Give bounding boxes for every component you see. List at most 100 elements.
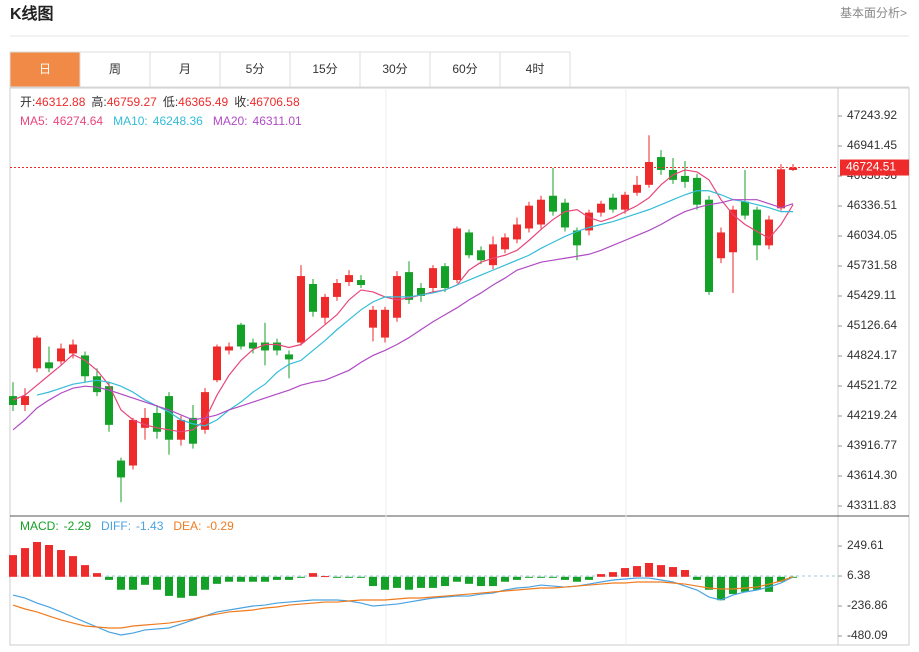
macd-bar xyxy=(45,544,53,577)
candle-body xyxy=(573,230,581,246)
macd-bar xyxy=(237,576,245,582)
candle-body xyxy=(645,162,653,185)
legend-text: DIFF: xyxy=(101,519,131,533)
macd-bar xyxy=(489,576,497,587)
legend-text: 46759.27 xyxy=(107,95,157,109)
candle-body xyxy=(177,419,185,440)
y-tick-label: 43916.77 xyxy=(847,438,897,452)
tab-label[interactable]: 60分 xyxy=(452,62,477,76)
macd-bar xyxy=(549,576,557,578)
macd-bar xyxy=(537,576,545,578)
macd-bar xyxy=(33,542,41,577)
candle-body xyxy=(201,392,209,430)
legend-text: 46248.36 xyxy=(153,114,203,128)
tab[interactable] xyxy=(359,51,431,88)
legend-text: 46311.01 xyxy=(253,114,302,128)
candle-body xyxy=(441,266,449,288)
legend-text: -1.43 xyxy=(136,519,164,533)
candle-body xyxy=(57,348,65,362)
tab-label[interactable]: 5分 xyxy=(246,62,265,76)
tab[interactable] xyxy=(219,51,291,88)
tab-label[interactable]: 月 xyxy=(179,62,191,76)
macd-bar xyxy=(477,576,485,587)
candle-body xyxy=(609,197,617,210)
candle-body xyxy=(249,342,257,349)
candle-body xyxy=(345,275,353,283)
macd-bar xyxy=(249,576,257,582)
macd-bar xyxy=(201,576,209,590)
fundamental-link[interactable]: 基本面分析> xyxy=(840,6,907,20)
ohlc-info: 开:46312.88 高:46759.27 低:46365.49 收:46706.58 xyxy=(20,94,300,109)
y-tick-label: 44521.72 xyxy=(847,378,897,392)
macd-bar xyxy=(321,576,329,578)
macd-bar xyxy=(369,576,377,587)
last-price-tag xyxy=(840,159,909,176)
macd-bar xyxy=(165,576,173,596)
y-tick-label: -236.86 xyxy=(847,598,888,612)
macd-bar xyxy=(153,576,161,590)
macd-bar xyxy=(81,565,89,577)
candle-body xyxy=(417,287,425,296)
tab-label[interactable]: 15分 xyxy=(312,62,337,76)
macd-bar xyxy=(345,576,353,578)
macd-bar xyxy=(585,576,593,580)
tab-label[interactable]: 周 xyxy=(109,62,121,76)
tab[interactable] xyxy=(9,51,81,88)
legend-text: 低: xyxy=(163,95,178,109)
macd-bar xyxy=(225,576,233,582)
tab-label[interactable]: 30分 xyxy=(382,62,407,76)
legend-text: 46274.64 xyxy=(53,114,103,128)
tab-label[interactable]: 4时 xyxy=(526,62,545,76)
indicator-line xyxy=(12,576,794,636)
candle-body xyxy=(561,202,569,228)
macd-bar xyxy=(465,576,473,584)
tab[interactable] xyxy=(429,51,501,88)
macd-bar xyxy=(189,576,197,596)
candle-body xyxy=(501,237,509,250)
macd-bar xyxy=(621,568,629,577)
candle-body xyxy=(405,272,413,300)
ma-legend: MA5: 46274.64 MA10: 46248.36 MA20: 46311.01 xyxy=(20,114,302,128)
candle-body xyxy=(657,157,665,170)
candle-body xyxy=(489,244,497,266)
candle-body xyxy=(597,203,605,213)
widget-title: K线图 xyxy=(10,4,54,23)
candle-body xyxy=(213,346,221,381)
macd-bar xyxy=(285,576,293,580)
candle-body xyxy=(741,201,749,216)
candle-body xyxy=(333,283,341,297)
macd-bar xyxy=(93,573,101,577)
last-price-label: 46724.51 xyxy=(846,160,896,174)
macd-bar xyxy=(57,550,65,577)
y-tick-label: 6.38 xyxy=(847,568,871,582)
candle-body xyxy=(141,417,149,428)
candle-body xyxy=(321,296,329,318)
tab[interactable] xyxy=(499,51,571,88)
candle-body xyxy=(621,194,629,210)
tab[interactable] xyxy=(289,51,361,88)
legend-text: 46312.88 xyxy=(35,95,85,109)
tab-label[interactable]: 日 xyxy=(39,62,51,76)
y-tick-label: 46336.51 xyxy=(847,198,897,212)
candle-body xyxy=(429,268,437,288)
macd-bar xyxy=(393,576,401,588)
macd-bar xyxy=(669,567,677,577)
candle-body xyxy=(93,376,101,393)
macd-bar xyxy=(129,576,137,590)
y-tick-label: 45731.58 xyxy=(847,258,897,272)
macd-bar xyxy=(525,576,533,578)
candle-body xyxy=(117,460,125,478)
y-tick-label: 46034.05 xyxy=(847,228,897,242)
candle-body xyxy=(285,354,293,360)
candle-body xyxy=(165,396,173,440)
legend-text: MACD: xyxy=(20,519,59,533)
candle-body xyxy=(789,167,797,170)
candle-body xyxy=(681,175,689,182)
y-tick-label: 249.61 xyxy=(847,538,884,552)
macd-bar xyxy=(741,576,749,592)
indicator-line xyxy=(12,199,794,431)
macd-bar xyxy=(441,576,449,587)
y-tick-label: 45126.64 xyxy=(847,318,897,332)
y-tick-label: 45429.11 xyxy=(847,288,896,302)
candle-body xyxy=(633,184,641,193)
